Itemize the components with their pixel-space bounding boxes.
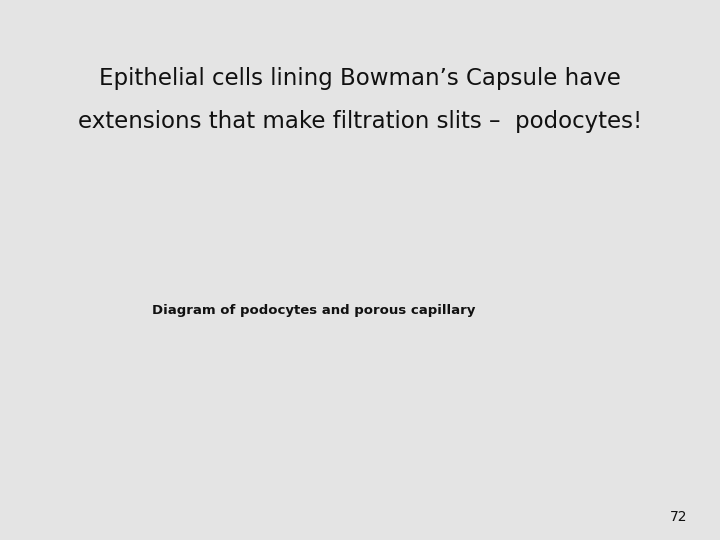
Text: extensions that make filtration slits –  podocytes!: extensions that make filtration slits – … [78, 110, 642, 133]
Text: Diagram of podocytes and porous capillary: Diagram of podocytes and porous capillar… [151, 304, 475, 317]
Text: 72: 72 [670, 510, 688, 524]
Text: Epithelial cells lining Bowman’s Capsule have: Epithelial cells lining Bowman’s Capsule… [99, 67, 621, 90]
